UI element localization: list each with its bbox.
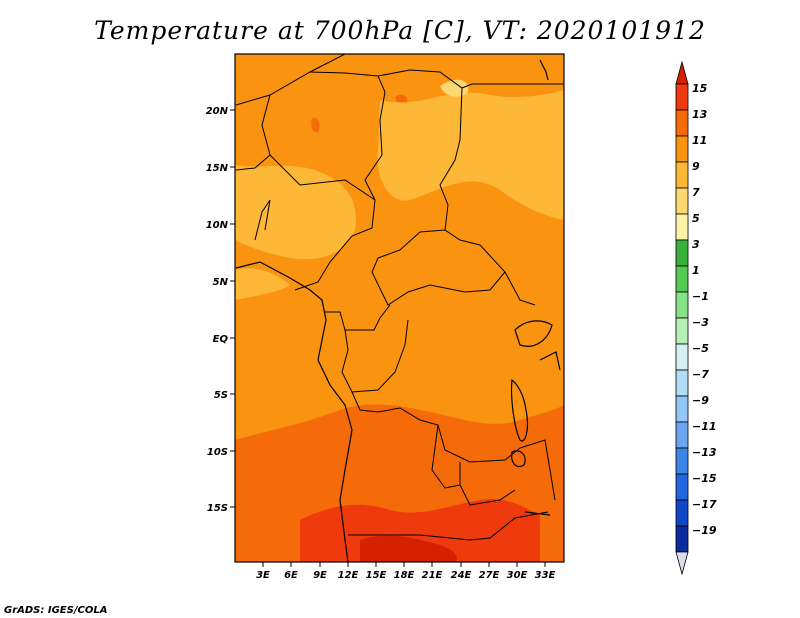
colorbar-label: −15: [692, 472, 717, 485]
colorbar-label: −13: [692, 446, 717, 459]
lon-tick-label: 6E: [284, 570, 298, 581]
colorbar-swatch: [675, 317, 689, 345]
lon-tick-label: 33E: [535, 570, 556, 581]
colorbar-swatch: [675, 187, 689, 215]
colorbar-arrow-top: [675, 60, 689, 85]
field-5-to-7: [440, 79, 469, 97]
colorbar-label: 3: [692, 238, 700, 251]
lon-tick-label: 21E: [422, 570, 443, 581]
colorbar-label: −7: [692, 368, 709, 381]
lat-tick-label: 10S: [207, 447, 228, 458]
longitude-axis: [262, 562, 546, 567]
colorbar-labels: 15 13 11 9 7 5 3 1 −1 −3 −5 −7 −9 −11 −1…: [692, 82, 717, 537]
lon-tick-label: 3E: [256, 570, 270, 581]
colorbar-swatch: [675, 239, 689, 267]
lat-tick-label: 5S: [214, 390, 228, 401]
colorbar-swatch: [675, 499, 689, 527]
lat-tick-label: EQ: [213, 334, 229, 345]
field-7-to-9-northeast: [377, 90, 564, 220]
colorbar-swatch: [675, 525, 689, 553]
colorbar-swatch: [675, 369, 689, 397]
colorbar-swatch: [675, 291, 689, 319]
coastline: [235, 59, 561, 562]
lon-tick-label: 12E: [338, 570, 359, 581]
colorbar-swatch: [675, 343, 689, 371]
colorbar-label: −9: [692, 394, 709, 407]
lat-tick-label: 15S: [207, 503, 228, 514]
map-frame: [234, 53, 565, 563]
colorbar-swatch: [675, 473, 689, 501]
colorbar-label: 11: [692, 134, 707, 147]
lon-tick-label: 27E: [479, 570, 500, 581]
lat-tick-label: 15N: [206, 163, 229, 174]
country-boundaries: [235, 54, 564, 541]
colorbar-swatch: [675, 421, 689, 449]
lon-tick-label: 18E: [394, 570, 415, 581]
colorbar-swatch: [675, 213, 689, 241]
credit-text: GrADS: IGES/COLA: [4, 605, 108, 616]
colorbar-label: −11: [692, 420, 717, 433]
lon-tick-label: 15E: [366, 570, 387, 581]
colorbar-arrow-bottom: [675, 551, 689, 576]
colorbar-label: −17: [692, 498, 717, 511]
lon-tick-label: 9E: [313, 570, 327, 581]
colorbar-label: −5: [692, 342, 709, 355]
colorbar-swatch: [675, 265, 689, 293]
lon-tick-label: 30E: [507, 570, 528, 581]
lat-tick-label: 10N: [206, 220, 229, 231]
field-11-to-13-north: [395, 94, 408, 105]
temperature-field: [235, 54, 564, 562]
colorbar-swatch: [675, 135, 689, 163]
lon-tick-label: 24E: [451, 570, 472, 581]
map-title: Temperature at 700hPa [C], VT: 202010191…: [94, 16, 706, 45]
field-7-to-9-west: [235, 165, 356, 260]
colorbar: [675, 60, 689, 576]
colorbar-swatch: [675, 83, 689, 111]
colorbar-label: 13: [692, 108, 708, 121]
colorbar-label: −1: [692, 290, 709, 303]
field-13-to-15-core: [360, 535, 457, 562]
colorbar-label: −3: [692, 316, 709, 329]
field-11-to-13-north-2: [311, 117, 320, 133]
colorbar-swatch: [675, 447, 689, 475]
colorbar-label: 9: [692, 160, 700, 173]
lat-tick-label: 20N: [206, 106, 229, 117]
colorbar-label: −19: [692, 524, 717, 537]
colorbar-label: 7: [692, 186, 700, 199]
colorbar-label: 5: [692, 212, 700, 225]
field-7-to-9-coast: [235, 268, 290, 300]
colorbar-label: 15: [692, 82, 708, 95]
colorbar-swatch: [675, 395, 689, 423]
colorbar-swatch: [675, 109, 689, 137]
latitude-axis: [230, 109, 235, 508]
lat-tick-label: 5N: [213, 277, 229, 288]
colorbar-label: 1: [692, 264, 700, 277]
colorbar-swatch: [675, 161, 689, 189]
